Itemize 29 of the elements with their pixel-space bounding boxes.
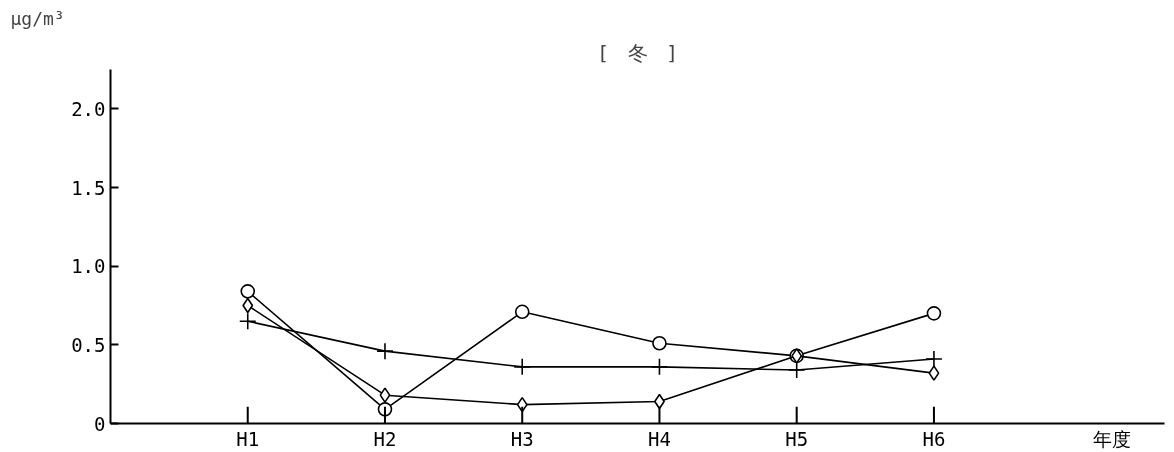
point [516, 396, 528, 413]
y-tick-label: 1.5 [71, 176, 106, 199]
point [379, 387, 391, 403]
point [514, 304, 530, 320]
point [928, 365, 940, 381]
point [242, 297, 254, 314]
point [925, 350, 943, 368]
x-tick-label: H4 [648, 427, 671, 450]
x-tick-label: H6 [922, 427, 946, 450]
point [653, 393, 665, 410]
y-axis-title: μg/m³ [10, 7, 65, 29]
point [652, 335, 667, 351]
x-axis-title: 年度 [1093, 427, 1132, 450]
point [513, 358, 532, 376]
point [376, 342, 394, 360]
point [926, 306, 942, 321]
y-tick-label: 1.0 [71, 255, 106, 278]
x-tick-label: H3 [510, 427, 534, 450]
point [787, 361, 806, 379]
x-tick-label: H1 [236, 427, 260, 450]
y-tick-label: 2.0 [71, 97, 106, 120]
point [650, 358, 669, 376]
x-tick-label: H5 [785, 427, 809, 450]
chart-title: [ 冬 ] [599, 40, 676, 65]
y-tick-label: 0.5 [71, 333, 106, 356]
point [240, 284, 256, 299]
point [238, 312, 257, 331]
x-tick-label: H2 [373, 427, 397, 450]
y-tick-label: 0 [94, 412, 106, 435]
